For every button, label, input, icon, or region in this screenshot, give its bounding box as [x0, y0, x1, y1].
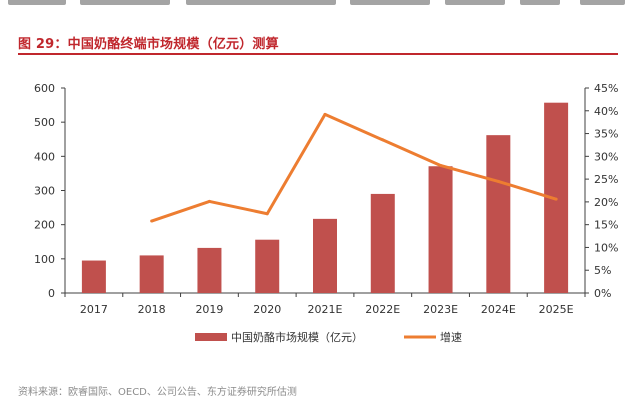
legend: 中国奶酪市场规模（亿元） 增速	[195, 330, 462, 344]
y-left-tick-label: 400	[34, 150, 55, 163]
growth-point-2023E	[439, 163, 443, 167]
source-note: 资料来源：欧睿国际、OECD、公司公告、东方证券研究所估测	[18, 387, 297, 398]
y-right-tick-label: 45%	[594, 82, 618, 95]
bar-2020	[255, 239, 280, 293]
y-right-tick-label: 5%	[594, 264, 611, 277]
growth-line	[151, 112, 557, 223]
y-right-tick-label: 0%	[594, 287, 611, 300]
y-left-tick-label: 0	[48, 287, 55, 300]
y-right-tick-label: 25%	[594, 173, 618, 186]
bar-2017	[81, 260, 106, 293]
bar-2023E	[428, 166, 453, 293]
x-tick-label: 2022E	[365, 303, 400, 316]
bar-2022E	[370, 193, 395, 293]
y-right-tick-label: 35%	[594, 128, 618, 141]
legend-line-label: 增速	[440, 330, 462, 344]
growth-point-2022E	[381, 138, 385, 142]
y-right-tick-label: 30%	[594, 150, 618, 163]
growth-point-2024E	[496, 179, 500, 183]
y-right-tick-label: 10%	[594, 241, 618, 254]
y-left-tick-label: 100	[34, 253, 55, 266]
bar-series	[81, 102, 569, 293]
title-rule	[18, 53, 618, 55]
y-left-tick-label: 300	[34, 185, 55, 198]
y-left-tick-label: 600	[34, 82, 55, 95]
x-tick-label: 2020	[253, 303, 281, 316]
line-series	[150, 112, 558, 223]
x-tick-label: 2017	[80, 303, 108, 316]
figure-title: 图 29：中国奶酪终端市场规模（亿元）测算	[18, 37, 279, 52]
legend-bar-label: 中国奶酪市场规模（亿元）	[231, 330, 363, 344]
bar-2018	[139, 255, 164, 293]
growth-point-2025E	[554, 197, 558, 201]
y-left-tick-label: 200	[34, 219, 55, 232]
bar-2021E	[313, 218, 337, 293]
y-left-tick-label: 500	[34, 116, 55, 129]
growth-point-2020	[265, 212, 269, 216]
y-right-tick-label: 15%	[594, 219, 618, 232]
bar-2024E	[486, 135, 511, 293]
growth-point-2021E	[323, 112, 327, 116]
growth-point-2018	[150, 219, 154, 223]
x-tick-label: 2018	[138, 303, 166, 316]
y-right-tick-label: 20%	[594, 196, 618, 209]
x-tick-label: 2019	[195, 303, 223, 316]
y-right-tick-label: 40%	[594, 105, 618, 118]
tick-labels: 0 100 200 300 400 500 600 0% 5% 10% 15% 20% 25% 30% 35…	[34, 82, 618, 316]
legend-bar-swatch	[195, 333, 227, 341]
header-strip	[0, 0, 635, 10]
x-tick-label: 2021E	[308, 303, 343, 316]
x-tick-label: 2025E	[539, 303, 574, 316]
x-tick-label: 2023E	[423, 303, 458, 316]
growth-point-2019	[207, 199, 211, 203]
bar-2019	[197, 247, 222, 293]
x-tick-label: 2024E	[481, 303, 516, 316]
